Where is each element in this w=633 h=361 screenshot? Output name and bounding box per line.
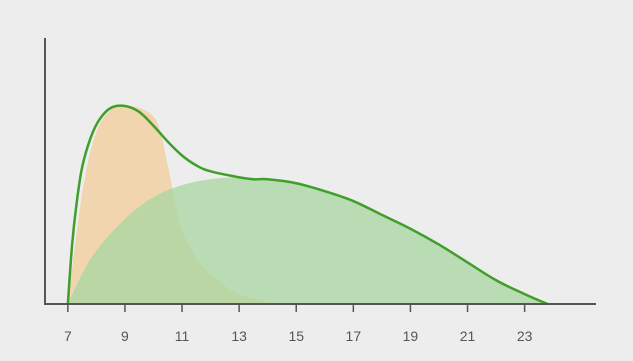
x-tick-label-15: 15 xyxy=(288,328,304,344)
series-line-2 xyxy=(66,104,548,306)
series-areas xyxy=(67,105,548,305)
x-tick-label-11: 11 xyxy=(175,328,190,344)
x-tick-label-7: 7 xyxy=(64,328,72,344)
x-tick-label-19: 19 xyxy=(403,328,419,344)
x-tick-label-13: 13 xyxy=(231,328,247,344)
x-tick-label-23: 23 xyxy=(517,328,533,344)
x-tick-label-21: 21 xyxy=(460,328,476,344)
series-area-1 xyxy=(67,177,548,304)
x-ticks: 7 9 11 13 15 17 19 21 23 xyxy=(64,304,533,344)
x-tick-label-9: 9 xyxy=(121,328,129,344)
x-tick-label-17: 17 xyxy=(346,328,362,344)
series-lines xyxy=(66,104,548,306)
